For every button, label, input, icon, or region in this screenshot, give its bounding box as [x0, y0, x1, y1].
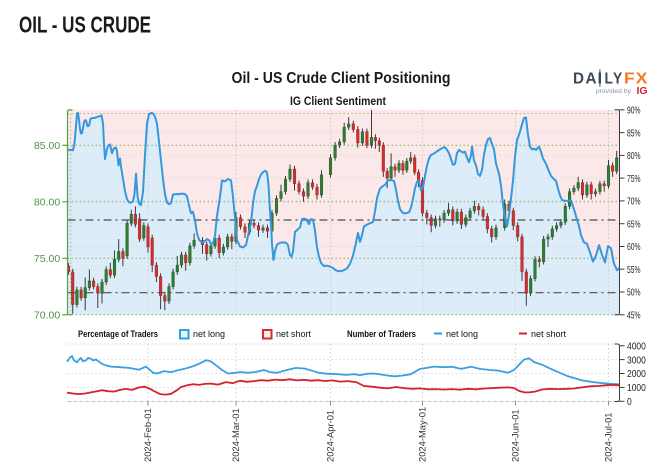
svg-text:IG Client Sentiment: IG Client Sentiment [290, 96, 386, 108]
svg-text:2024-Feb-01: 2024-Feb-01 [142, 408, 153, 462]
svg-text:85.00: 85.00 [34, 140, 60, 152]
svg-text:net short: net short [276, 329, 312, 339]
svg-text:provided by: provided by [596, 88, 632, 95]
svg-text:80.00: 80.00 [34, 196, 60, 208]
svg-text:Number of Traders: Number of Traders [347, 329, 416, 339]
svg-text:45%: 45% [627, 310, 641, 322]
svg-text:2024-Apr-01: 2024-Apr-01 [325, 410, 336, 462]
svg-text:2024-Jun-01: 2024-Jun-01 [510, 409, 521, 462]
svg-text:2024-Mar-01: 2024-Mar-01 [230, 408, 241, 462]
svg-text:4000: 4000 [627, 340, 646, 352]
svg-text:50%: 50% [627, 287, 641, 299]
svg-text:3000: 3000 [627, 354, 646, 366]
svg-text:80%: 80% [627, 150, 641, 162]
svg-text:Percentage of Traders: Percentage of Traders [78, 329, 158, 339]
svg-text:55%: 55% [627, 264, 641, 276]
svg-text:60%: 60% [627, 241, 641, 253]
svg-text:2024-Jul-01: 2024-Jul-01 [603, 412, 614, 462]
svg-text:LY: LY [605, 71, 624, 88]
svg-text:0: 0 [627, 396, 632, 408]
svg-text:1000: 1000 [627, 382, 646, 394]
svg-text:85%: 85% [627, 127, 641, 139]
svg-text:2000: 2000 [627, 368, 646, 380]
svg-text:net long: net long [193, 329, 225, 339]
svg-text:70.00: 70.00 [34, 309, 60, 321]
svg-text:net long: net long [446, 329, 478, 339]
svg-text:75%: 75% [627, 173, 641, 185]
svg-text:net short: net short [531, 329, 567, 339]
svg-text:OIL - US CRUDE: OIL - US CRUDE [19, 12, 151, 38]
svg-text:70%: 70% [627, 196, 641, 208]
svg-text:65%: 65% [627, 218, 641, 230]
svg-text:75.00: 75.00 [34, 253, 60, 265]
svg-text:90%: 90% [627, 105, 641, 117]
svg-text:IG: IG [637, 85, 648, 97]
svg-text:FX: FX [624, 71, 649, 88]
svg-text:DA: DA [573, 71, 598, 88]
svg-text:2024-May-01: 2024-May-01 [417, 407, 428, 462]
svg-text:Oil - US Crude Client Position: Oil - US Crude Client Positioning [232, 70, 451, 87]
